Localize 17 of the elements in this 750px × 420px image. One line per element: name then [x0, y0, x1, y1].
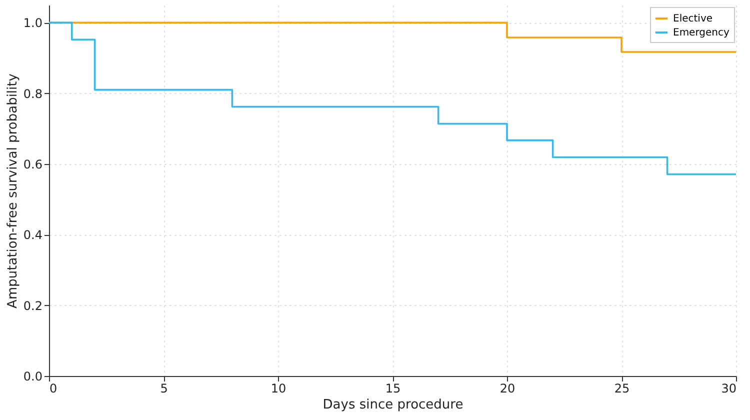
- y-tick-label: 0.8: [23, 86, 42, 101]
- legend-label: Emergency: [673, 28, 730, 38]
- x-tick-label: 25: [614, 382, 630, 396]
- y-tick-label: 0.0: [23, 370, 42, 384]
- y-tick-label: 0.6: [23, 158, 42, 172]
- x-tick-label: 30: [721, 382, 736, 396]
- y-tick-label: 0.4: [23, 228, 42, 242]
- x-tick-label: 5: [160, 382, 168, 396]
- y-axis-title: Amputation-free survival probability: [5, 73, 20, 308]
- x-tick-label: 20: [500, 382, 516, 396]
- y-tick-label: 1.0: [23, 16, 42, 30]
- y-tick-label: 0.2: [23, 298, 42, 313]
- legend-label: Elective: [673, 14, 713, 24]
- x-tick-label: 0: [50, 382, 58, 396]
- x-tick-label: 15: [385, 382, 401, 396]
- x-axis-title: Days since procedure: [322, 398, 464, 412]
- x-tick-label: 10: [270, 382, 286, 396]
